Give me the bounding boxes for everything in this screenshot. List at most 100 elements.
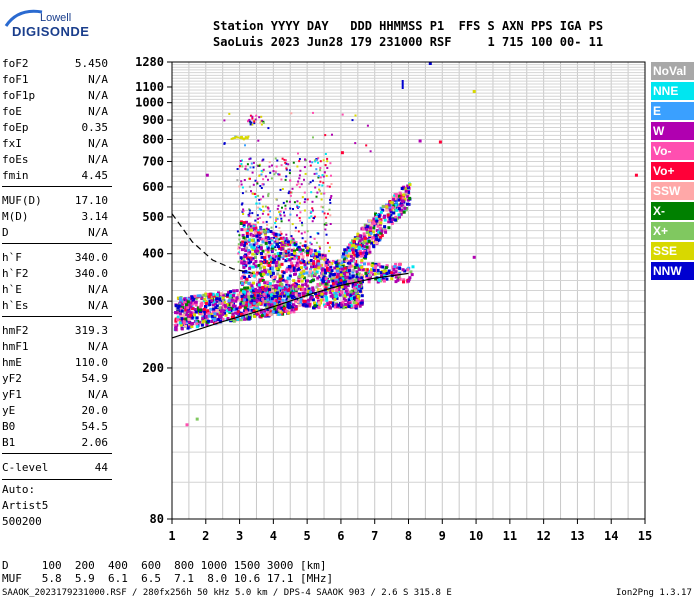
data-point (340, 285, 344, 289)
data-point (305, 271, 309, 275)
data-point (285, 200, 288, 203)
data-point (325, 224, 328, 226)
data-point (358, 266, 362, 270)
data-point (186, 308, 190, 312)
data-point (309, 280, 313, 284)
data-point (375, 237, 379, 241)
data-point (328, 268, 332, 271)
data-point (259, 227, 262, 230)
data-point (343, 294, 347, 298)
data-point (348, 276, 352, 280)
data-point (254, 273, 258, 277)
data-point (253, 227, 256, 231)
x-tick-label: 4 (270, 529, 277, 543)
legend-item-voplus: Vo+ (651, 162, 694, 180)
legend-item-xminus: X- (651, 202, 694, 220)
data-point (282, 258, 285, 260)
data-point (243, 255, 247, 258)
data-point (361, 251, 365, 255)
data-point (323, 294, 327, 298)
data-point (334, 295, 338, 299)
data-point (184, 303, 188, 307)
data-point (242, 137, 245, 140)
data-point (266, 250, 270, 254)
data-point (381, 265, 385, 269)
data-point (248, 297, 252, 301)
data-point (268, 290, 272, 294)
data-point (271, 246, 275, 250)
data-point (241, 159, 243, 162)
data-point (279, 292, 283, 296)
data-point (317, 299, 320, 303)
data-point (319, 189, 321, 192)
data-point (275, 294, 279, 298)
data-point (280, 249, 283, 251)
data-point (272, 292, 276, 296)
data-point (403, 197, 407, 201)
data-point (236, 230, 239, 233)
data-point (250, 162, 253, 165)
data-point (281, 157, 284, 160)
data-point (339, 273, 343, 277)
data-point (287, 243, 289, 246)
data-point (258, 216, 261, 219)
data-point (266, 298, 270, 302)
data-point (341, 277, 345, 281)
data-point (296, 247, 300, 251)
data-point (320, 198, 323, 201)
data-point (199, 310, 202, 313)
data-point (326, 160, 329, 163)
param-key: foEs (2, 153, 29, 166)
data-point (200, 301, 204, 305)
data-point (176, 315, 180, 319)
data-point (239, 222, 243, 225)
data-point (269, 300, 273, 304)
data-point (265, 227, 268, 230)
data-point (318, 245, 321, 248)
data-point (258, 236, 262, 240)
data-point (394, 275, 398, 279)
param-key: hmF1 (2, 340, 29, 353)
data-point (271, 289, 275, 293)
data-point (258, 231, 261, 235)
data-point (292, 296, 296, 299)
data-point (187, 317, 191, 321)
data-point (317, 161, 319, 164)
data-point (294, 264, 298, 268)
data-point (331, 259, 335, 263)
data-point (245, 190, 248, 193)
y-tick-label: 300 (142, 294, 164, 308)
data-point (398, 277, 402, 281)
param-key: foE (2, 105, 22, 118)
data-point (312, 278, 315, 282)
data-point (279, 213, 281, 216)
legend-item-w: W (651, 122, 694, 140)
data-point (192, 298, 195, 302)
param-value: N/A (88, 153, 108, 166)
data-point (340, 303, 344, 307)
data-point (204, 305, 208, 309)
param-value: N/A (88, 299, 108, 312)
data-point (242, 224, 246, 228)
data-point (266, 308, 270, 312)
data-point (342, 297, 346, 301)
param-row-mufd: MUF(D) 17.10 (2, 194, 108, 208)
data-point (354, 142, 357, 145)
data-point (243, 288, 247, 292)
data-point (277, 306, 281, 309)
legend-item-nne: NNE (651, 82, 694, 100)
data-point (257, 139, 260, 142)
data-point (252, 309, 256, 313)
y-tick-label: 900 (142, 113, 164, 127)
data-point (183, 297, 187, 301)
param-divider (2, 316, 112, 317)
data-point (368, 226, 372, 230)
data-point (193, 313, 196, 317)
data-point (374, 234, 378, 237)
data-point (291, 223, 294, 226)
data-point (308, 269, 312, 273)
data-point (306, 253, 309, 257)
data-point (378, 227, 382, 231)
param-value: 54.5 (81, 420, 109, 433)
data-point (350, 297, 353, 301)
